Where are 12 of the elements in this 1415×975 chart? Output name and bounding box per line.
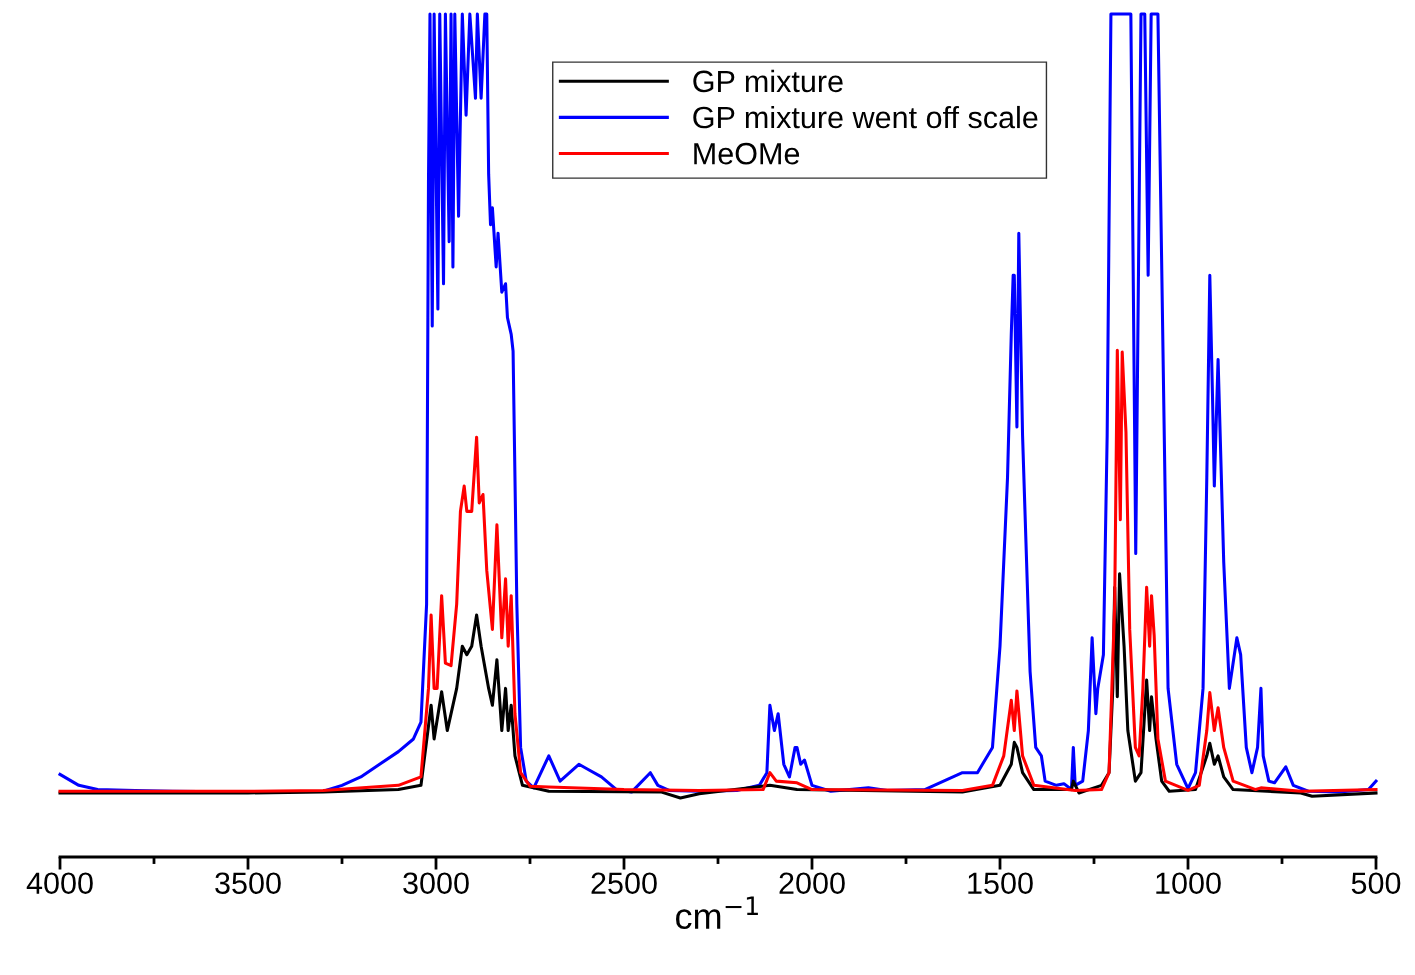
x-tick-label: 1500 bbox=[968, 872, 1033, 895]
x-axis-title: cm$^{−1}$ bbox=[676, 896, 758, 930]
x-tick-label: 2500 bbox=[591, 872, 657, 895]
legend-label: GP mixture bbox=[693, 69, 843, 93]
x-tick-label: 3000 bbox=[403, 872, 469, 895]
x-tick-label: 4000 bbox=[26, 872, 93, 895]
x-tick-label: 2000 bbox=[779, 872, 845, 895]
legend-label: MeOMe bbox=[694, 142, 800, 165]
x-tick-label: 3500 bbox=[215, 872, 281, 895]
x-tick-label: 500 bbox=[1351, 872, 1401, 895]
legend-label: GP mixture went off scale bbox=[693, 105, 1038, 129]
x-tick-label: 1000 bbox=[1156, 872, 1221, 895]
